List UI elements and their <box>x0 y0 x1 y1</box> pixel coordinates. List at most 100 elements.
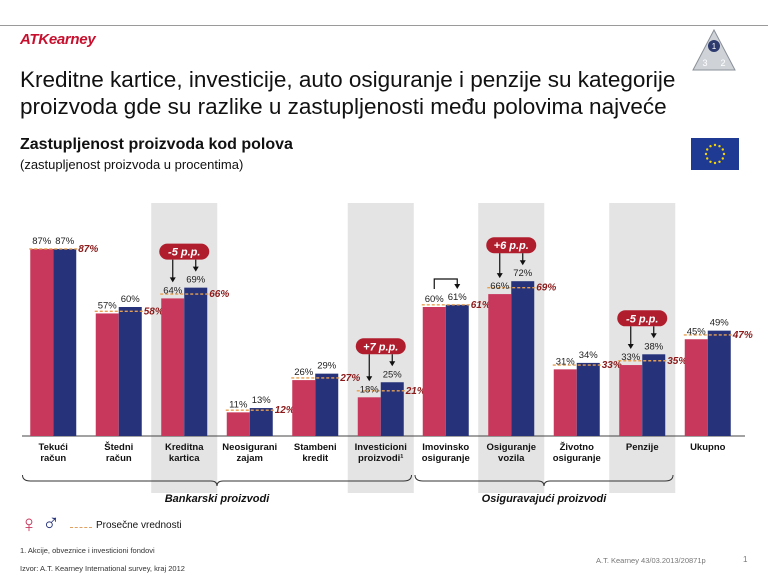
male-value-label: 34% <box>579 350 599 361</box>
flag-star <box>722 152 726 156</box>
average-value-label: 69% <box>536 283 556 294</box>
bar-male <box>380 382 404 436</box>
flag-star <box>706 157 709 160</box>
category-label: Tekući <box>39 442 68 453</box>
male-value-label: 72% <box>513 268 533 279</box>
category-label: osiguranje <box>422 453 470 464</box>
top-divider <box>0 25 768 26</box>
chart-subheading: (zastupljenost proizvoda u procentima) <box>20 157 244 172</box>
callout-arrowhead <box>389 361 396 367</box>
bar-female <box>619 365 643 436</box>
category-label: Životno <box>560 441 594 453</box>
category-label: kredit <box>302 453 329 464</box>
average-legend-line <box>70 527 92 528</box>
callout-bracket <box>433 278 458 289</box>
flag-star <box>706 148 709 151</box>
category-label: Štedni <box>104 441 133 453</box>
callout-arrowhead <box>192 266 199 272</box>
average-value-label: 66% <box>209 289 229 300</box>
category-label: proizvodi¹ <box>358 453 403 464</box>
group-brace <box>22 474 412 487</box>
flag-star <box>713 143 717 147</box>
male-value-label: 13% <box>252 395 272 406</box>
difference-callout <box>355 338 406 355</box>
female-value-label: 26% <box>294 367 314 378</box>
callout-arrowhead <box>366 376 373 382</box>
bar-male <box>707 330 731 436</box>
category-label: kartica <box>169 453 200 464</box>
badge-number-1: 1 <box>712 42 717 51</box>
bar-male <box>184 287 208 436</box>
category-label: Penzije <box>626 442 659 453</box>
category-label: Neosigurani <box>222 442 277 453</box>
category-label: Kreditna <box>165 442 204 453</box>
flag-star <box>718 145 721 148</box>
male-value-label: 61% <box>448 292 468 303</box>
source-note: Izvor: A.T. Kearney International survey… <box>20 564 185 573</box>
category-label: vozila <box>498 453 525 464</box>
bar-male <box>53 248 77 436</box>
document-reference: A.T. Kearney 43/03.2013/20871p <box>596 556 706 565</box>
average-value-label: 58% <box>144 306 164 317</box>
male-value-label: 49% <box>710 318 730 329</box>
difference-callout <box>486 237 537 254</box>
bar-female <box>357 397 381 436</box>
badge-number-3: 3 <box>702 58 707 68</box>
badge-number-2: 2 <box>720 58 725 68</box>
difference-callout <box>617 310 668 327</box>
highlight-panel <box>609 203 676 493</box>
group-brace <box>414 474 674 487</box>
difference-callout-label: +7 p.p. <box>363 341 398 353</box>
difference-callout-label: -5 p.p. <box>626 313 658 325</box>
flag-star <box>721 148 724 151</box>
flag-star <box>718 160 721 163</box>
difference-callout-label: +6 p.p. <box>494 240 529 252</box>
female-value-label: 33% <box>621 352 641 363</box>
bar-male <box>511 281 535 436</box>
company-logo: ATKearney <box>20 31 96 48</box>
average-value-label: 27% <box>339 373 360 384</box>
callout-arrowhead <box>496 273 503 279</box>
bar-male <box>249 408 273 436</box>
bar-chart: 87% 87%87%Tekućiračun57%60%58%Štedniračun… <box>22 203 753 505</box>
average-value-label: 61% <box>471 300 491 311</box>
male-value-label: 38% <box>644 341 664 352</box>
bar-male <box>118 307 142 436</box>
bar-male <box>576 362 600 436</box>
callout-arrowhead <box>519 260 526 266</box>
bar-female <box>95 313 119 436</box>
category-label: račun <box>106 453 132 464</box>
page-number: 1 <box>743 555 748 564</box>
average-value-label: 33% <box>602 360 622 371</box>
flag-star <box>713 161 717 165</box>
female-value-label: 11% <box>229 399 248 410</box>
bar-female <box>226 412 250 436</box>
average-value-label: 21% <box>405 386 426 397</box>
average-value-label: 35% <box>667 356 687 367</box>
slide-title-line-1: Kreditne kartice, investicije, auto osig… <box>20 67 676 92</box>
flag-star <box>704 152 708 156</box>
category-label: Investicioni <box>355 442 407 453</box>
female-value-label: 60% <box>425 294 445 305</box>
female-value-label: 18% <box>360 384 380 395</box>
category-label: Osiguranje <box>486 442 536 453</box>
callout-arrowhead <box>169 277 176 283</box>
bar-female <box>161 298 185 436</box>
category-label: račun <box>40 453 66 464</box>
flag-star <box>721 157 724 160</box>
male-value-label: 69% <box>186 275 206 286</box>
bar-female <box>292 380 316 436</box>
male-value-label: 60% <box>121 294 141 305</box>
group-label: Osiguravajući proizvodi <box>482 493 608 505</box>
average-value-label: 12% <box>275 405 295 416</box>
category-label: zajam <box>237 453 263 464</box>
triangle-badge-icon: 1 3 2 <box>692 28 736 71</box>
bar-male <box>445 304 469 436</box>
female-value-label: 57% <box>98 300 118 311</box>
difference-callout <box>159 243 210 260</box>
female-value-label: 87% <box>32 236 52 247</box>
callout-arrowhead <box>454 284 461 289</box>
female-value-label: 31% <box>556 356 576 367</box>
callout-arrowhead <box>627 344 634 350</box>
male-value-label: 29% <box>317 361 337 372</box>
